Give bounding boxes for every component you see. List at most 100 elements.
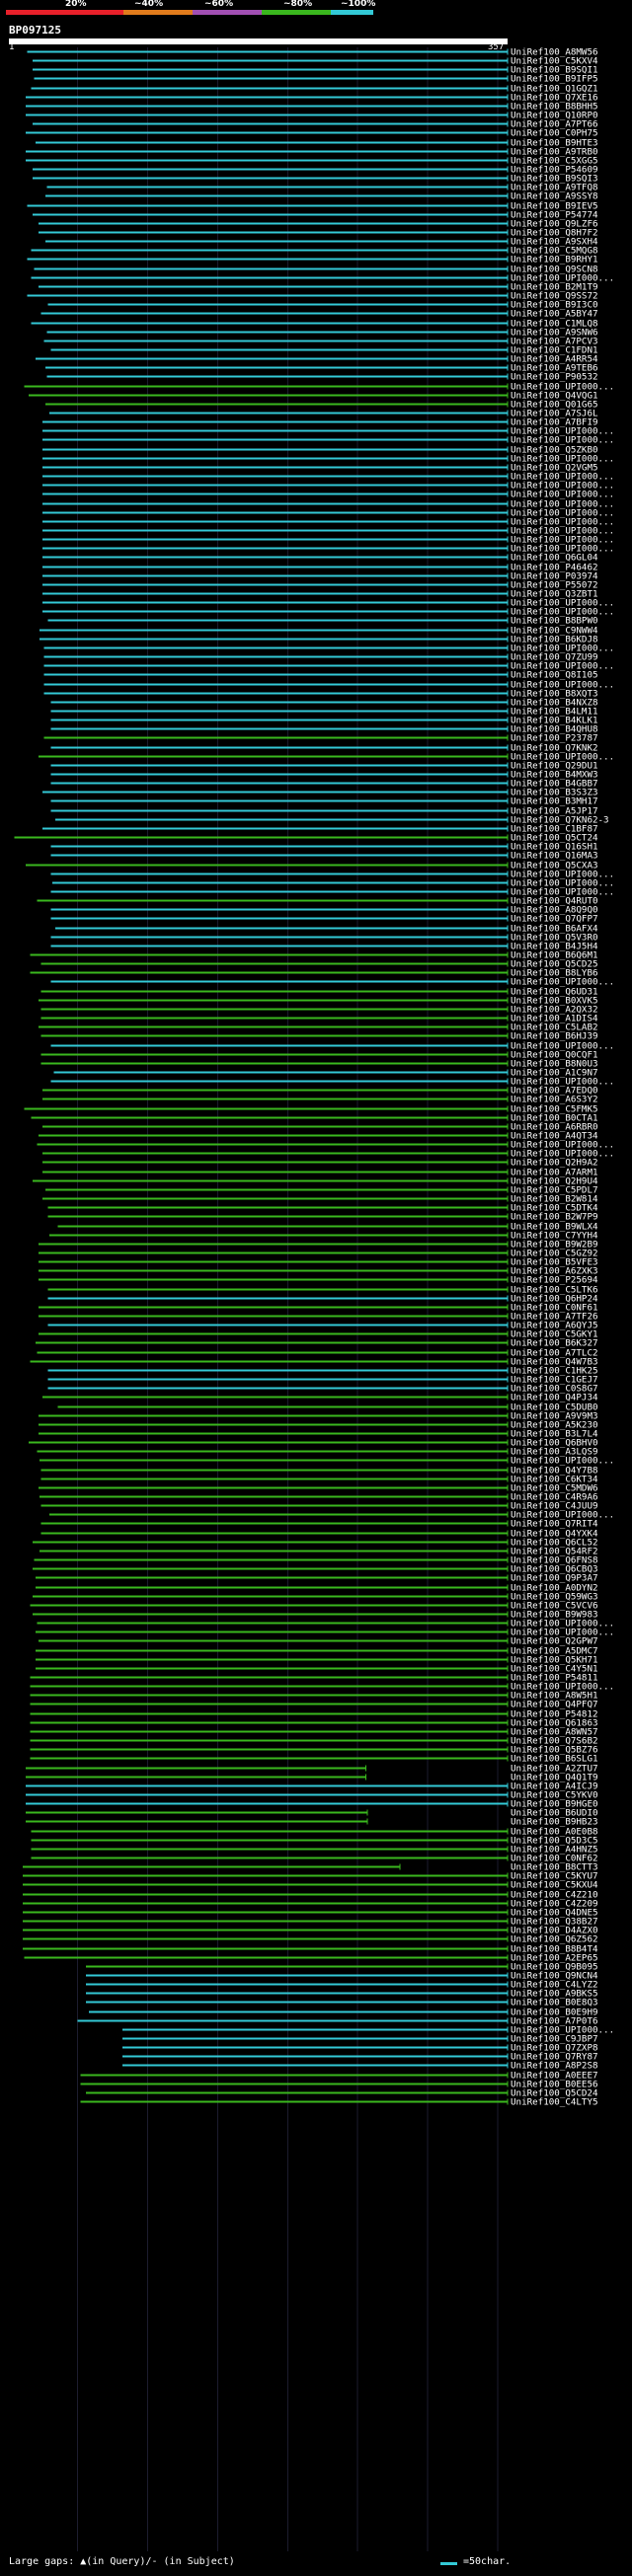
hit-subject-label[interactable]: UniRef100_A6ZXK3	[511, 1266, 598, 1277]
hit-row[interactable]: UniRef100_UPI000...	[42, 435, 614, 446]
hit-row[interactable]: UniRef100_B9I3C0	[47, 300, 598, 311]
hit-subject-label[interactable]: UniRef100_B9W983	[511, 1610, 598, 1621]
hit-row[interactable]: UniRef100_P23787	[43, 733, 598, 744]
hit-subject-label[interactable]: UniRef100_A6S3Y2	[511, 1095, 598, 1105]
hit-subject-label[interactable]: UniRef100_B0CTA1	[511, 1113, 598, 1124]
hit-subject-label[interactable]: UniRef100_C5KXV4	[511, 56, 598, 67]
hit-row[interactable]: UniRef100_C1MLQ8	[31, 319, 598, 330]
hit-row[interactable]: UniRef100_UPI000...	[121, 2025, 614, 2036]
hit-row[interactable]: UniRef100_C5LAB2	[38, 1023, 598, 1033]
hit-subject-label[interactable]: UniRef100_C5KYU7	[511, 1871, 598, 1882]
hit-subject-label[interactable]: UniRef100_P54609	[511, 165, 598, 176]
hit-subject-label[interactable]: UniRef100_A4ICJ9	[511, 1781, 598, 1792]
hit-subject-label[interactable]: UniRef100_A8Q9Q0	[511, 905, 598, 916]
hit-row[interactable]: UniRef100_P90532	[46, 372, 598, 383]
hit-subject-label[interactable]: UniRef100_A0DYN2	[511, 1583, 598, 1594]
hit-subject-label[interactable]: UniRef100_Q5BZ76	[511, 1745, 598, 1756]
hit-subject-label[interactable]: UniRef100_C5GZ92	[511, 1249, 598, 1259]
hit-row[interactable]: UniRef100_C4LTY5	[80, 2097, 598, 2108]
hit-subject-label[interactable]: UniRef100_Q4W7B3	[511, 1357, 598, 1368]
hit-subject-label[interactable]: UniRef100_Q7XE16	[511, 93, 598, 104]
hit-row[interactable]: UniRef100_Q7S6B2	[30, 1736, 598, 1747]
hit-subject-label[interactable]: UniRef100_UPI000...	[511, 607, 614, 618]
hit-subject-label[interactable]: UniRef100_C1HK25	[511, 1366, 598, 1377]
hit-row[interactable]: UniRef100_Q4W7B3	[30, 1357, 598, 1368]
hit-row[interactable]: UniRef100_A6S3Y2	[42, 1095, 598, 1105]
hit-row[interactable]: UniRef100_A3LQS9	[37, 1447, 598, 1458]
hit-subject-label[interactable]: UniRef100_C9NWW4	[511, 626, 598, 637]
hit-row[interactable]: UniRef100_UPI000...	[31, 273, 614, 284]
hit-subject-label[interactable]: UniRef100_UPI000...	[511, 1041, 614, 1052]
hit-row[interactable]: UniRef100_UPI000...	[42, 454, 614, 465]
hit-subject-label[interactable]: UniRef100_A7P0T6	[511, 2016, 598, 2027]
hit-row[interactable]: UniRef100_C1FDN1	[50, 345, 598, 356]
hit-row[interactable]: UniRef100_C4Z210	[23, 1890, 598, 1901]
hit-subject-label[interactable]: UniRef100_B6HJ39	[511, 1031, 598, 1042]
hit-subject-label[interactable]: UniRef100_UPI000...	[511, 598, 614, 609]
hit-row[interactable]: UniRef100_C9NWW4	[40, 626, 598, 637]
hit-row[interactable]: UniRef100_UPI000...	[43, 661, 614, 672]
hit-row[interactable]: UniRef100_A2QX32	[40, 1005, 598, 1016]
hit-subject-label[interactable]: UniRef100_C4R9A6	[511, 1492, 598, 1503]
hit-subject-label[interactable]: UniRef100_Q7RIT4	[511, 1519, 598, 1530]
hit-row[interactable]: UniRef100_B9RHY1	[27, 255, 598, 265]
hit-row[interactable]: UniRef100_UPI000...	[42, 499, 614, 510]
hit-subject-label[interactable]: UniRef100_C4JUU9	[511, 1501, 598, 1512]
hit-row[interactable]: UniRef100_B2W7P9	[47, 1212, 598, 1223]
hit-subject-label[interactable]: UniRef100_C1MLQ8	[511, 319, 598, 330]
hit-subject-label[interactable]: UniRef100_P90532	[511, 372, 598, 383]
hit-row[interactable]: UniRef100_A7PT66	[33, 119, 598, 130]
hit-subject-label[interactable]: UniRef100_B4GBB7	[511, 779, 598, 790]
hit-subject-label[interactable]: UniRef100_UPI000...	[511, 273, 614, 284]
hit-row[interactable]: UniRef100_Q1GQZ1	[31, 84, 598, 95]
hit-row[interactable]: UniRef100_A7TF26	[38, 1312, 598, 1323]
hit-row[interactable]: UniRef100_Q7ZU99	[43, 652, 598, 663]
hit-subject-label[interactable]: UniRef100_A7EDQ0	[511, 1086, 598, 1097]
hit-row[interactable]: UniRef100_C5KYU7	[23, 1871, 598, 1882]
hit-row[interactable]: UniRef100_Q6Z562	[23, 1934, 598, 1945]
hit-subject-label[interactable]: UniRef100_UPI000...	[511, 644, 614, 654]
hit-row[interactable]: UniRef100_UPI000...	[42, 472, 614, 483]
hit-subject-label[interactable]: UniRef100_UPI000...	[511, 1140, 614, 1151]
hit-row[interactable]: UniRef100_B6K327	[35, 1338, 598, 1349]
hit-subject-label[interactable]: UniRef100_C4LTY5	[511, 2097, 598, 2108]
hit-row[interactable]: UniRef100_B9HGE0	[26, 1799, 598, 1810]
hit-row[interactable]: UniRef100_B2W814	[42, 1194, 598, 1205]
hit-subject-label[interactable]: UniRef100_B8B4T4	[511, 1944, 598, 1955]
hit-subject-label[interactable]: UniRef100_P03974	[511, 571, 598, 582]
hit-subject-label[interactable]: UniRef100_UPI000...	[511, 977, 614, 988]
hit-row[interactable]: UniRef100_UPI000...	[51, 878, 614, 889]
hit-row[interactable]: UniRef100_C5VCV6	[30, 1601, 598, 1612]
hit-subject-label[interactable]: UniRef100_C5VCV6	[511, 1601, 598, 1612]
hit-row[interactable]: UniRef100_UPI000...	[42, 508, 614, 519]
hit-subject-label[interactable]: UniRef100_Q4YXK4	[511, 1529, 598, 1540]
hit-subject-label[interactable]: UniRef100_C5FMK5	[511, 1104, 598, 1115]
hit-row[interactable]: UniRef100_C4R9A6	[40, 1492, 598, 1503]
hit-row[interactable]: UniRef100_C5GZ92	[38, 1249, 598, 1259]
hit-row[interactable]: UniRef100_A8MW56	[27, 47, 598, 58]
hit-row[interactable]: UniRef100_Q6BHV0	[28, 1438, 598, 1449]
hit-row[interactable]: UniRef100_UPI000...	[37, 1619, 614, 1629]
hit-row[interactable]: UniRef100_Q0CQF1	[40, 1050, 598, 1061]
hit-subject-label[interactable]: UniRef100_Q2VGM5	[511, 463, 598, 474]
hit-subject-label[interactable]: UniRef100_A7ARM1	[511, 1168, 598, 1178]
hit-row[interactable]: UniRef100_Q4Y7B8	[40, 1466, 598, 1477]
hit-row[interactable]: UniRef100_C5KXU4	[23, 1880, 598, 1891]
hit-subject-label[interactable]: UniRef100_Q9SS72	[511, 291, 598, 302]
hit-row[interactable]: UniRef100_B0EE56	[80, 2080, 598, 2090]
hit-subject-label[interactable]: UniRef100_UPI000...	[511, 517, 614, 528]
hit-subject-label[interactable]: UniRef100_P25694	[511, 1275, 598, 1286]
hit-subject-label[interactable]: UniRef100_UPI000...	[511, 426, 614, 437]
hit-row[interactable]: UniRef100_A9TRB0	[26, 147, 598, 158]
hit-row[interactable]: UniRef100_B8CTT3	[23, 1862, 598, 1873]
hit-subject-label[interactable]: UniRef100_UPI000...	[511, 481, 614, 492]
hit-subject-label[interactable]: UniRef100_P55072	[511, 580, 598, 591]
hit-subject-label[interactable]: UniRef100_Q16SH1	[511, 842, 598, 853]
hit-row[interactable]: UniRef100_C5YKV0	[26, 1790, 598, 1801]
hit-subject-label[interactable]: UniRef100_A8P2S8	[511, 2061, 598, 2072]
hit-subject-label[interactable]: UniRef100_UPI000...	[511, 526, 614, 537]
hit-subject-label[interactable]: UniRef100_C5PDL7	[511, 1185, 598, 1196]
hit-row[interactable]: UniRef100_B6Q6M1	[30, 950, 598, 961]
hit-subject-label[interactable]: UniRef100_Q2GPW7	[511, 1636, 598, 1647]
hit-row[interactable]: UniRef100_Q9NCN4	[86, 1971, 598, 1982]
